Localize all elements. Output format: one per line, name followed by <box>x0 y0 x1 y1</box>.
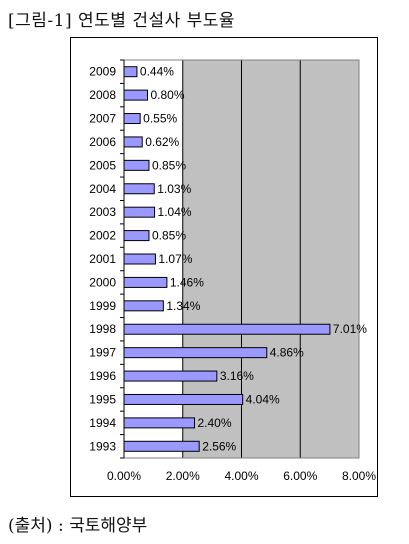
x-tick-label-1: 2.00% <box>166 469 200 483</box>
bar-2006 <box>123 136 143 148</box>
bar-2007 <box>123 113 141 125</box>
value-label-2003: 1.04% <box>158 205 192 219</box>
category-label-2001: 2001 <box>89 252 116 266</box>
category-label-2004: 2004 <box>89 182 116 196</box>
value-label-1993: 2.56% <box>202 439 236 453</box>
plot-area <box>182 60 359 458</box>
category-label-2008: 2008 <box>89 88 116 102</box>
bar-2001 <box>123 253 156 265</box>
value-label-1999: 1.34% <box>166 299 200 313</box>
bar-1998 <box>123 323 331 335</box>
category-label-1999: 1999 <box>89 299 116 313</box>
category-label-1995: 1995 <box>89 392 116 406</box>
value-label-2001: 1.07% <box>158 252 192 266</box>
category-label-1994: 1994 <box>89 416 116 430</box>
source-note: (출처) : 국토해양부 <box>8 516 148 536</box>
bar-2004 <box>123 183 155 195</box>
category-label-2006: 2006 <box>89 135 116 149</box>
category-label-1996: 1996 <box>89 369 116 383</box>
bar-1995 <box>123 393 244 405</box>
category-label-1998: 1998 <box>89 322 116 336</box>
bar-1999 <box>123 300 164 312</box>
bar-1993 <box>123 440 200 452</box>
chart-title: [그림-1] 연도별 건설사 부도율 <box>8 11 236 31</box>
category-label-1993: 1993 <box>89 439 116 453</box>
x-tick-label-3: 6.00% <box>283 469 317 483</box>
bar-2005 <box>123 159 150 171</box>
category-label-2009: 2009 <box>89 65 116 79</box>
bar-1997 <box>123 347 268 359</box>
bar-2000 <box>123 276 168 288</box>
value-label-1994: 2.40% <box>198 416 232 430</box>
bar-1996 <box>123 370 218 382</box>
category-label-2003: 2003 <box>89 205 116 219</box>
bar-2002 <box>123 230 150 242</box>
bar-2008 <box>123 89 148 101</box>
value-label-2006: 0.62% <box>145 135 179 149</box>
value-label-2002: 0.85% <box>152 229 186 243</box>
bar-1994 <box>123 417 195 429</box>
category-label-1997: 1997 <box>89 346 116 360</box>
value-label-1997: 4.86% <box>270 346 304 360</box>
value-label-1998: 7.01% <box>333 322 367 336</box>
x-tick-label-4: 8.00% <box>342 469 376 483</box>
category-label-2007: 2007 <box>89 112 116 126</box>
value-label-2005: 0.85% <box>152 158 186 172</box>
value-label-2000: 1.46% <box>170 275 204 289</box>
bar-2009 <box>123 66 138 78</box>
value-label-2009: 0.44% <box>140 65 174 79</box>
category-label-2000: 2000 <box>89 275 116 289</box>
category-label-2005: 2005 <box>89 158 116 172</box>
x-tick-label-0: 0.00% <box>107 469 141 483</box>
value-label-1995: 4.04% <box>246 392 280 406</box>
bar-2003 <box>123 206 156 218</box>
x-tick-label-2: 4.00% <box>224 469 258 483</box>
category-label-2002: 2002 <box>89 229 116 243</box>
value-label-1996: 3.16% <box>220 369 254 383</box>
value-label-2007: 0.55% <box>143 112 177 126</box>
value-label-2004: 1.03% <box>157 182 191 196</box>
value-label-2008: 0.80% <box>151 88 185 102</box>
